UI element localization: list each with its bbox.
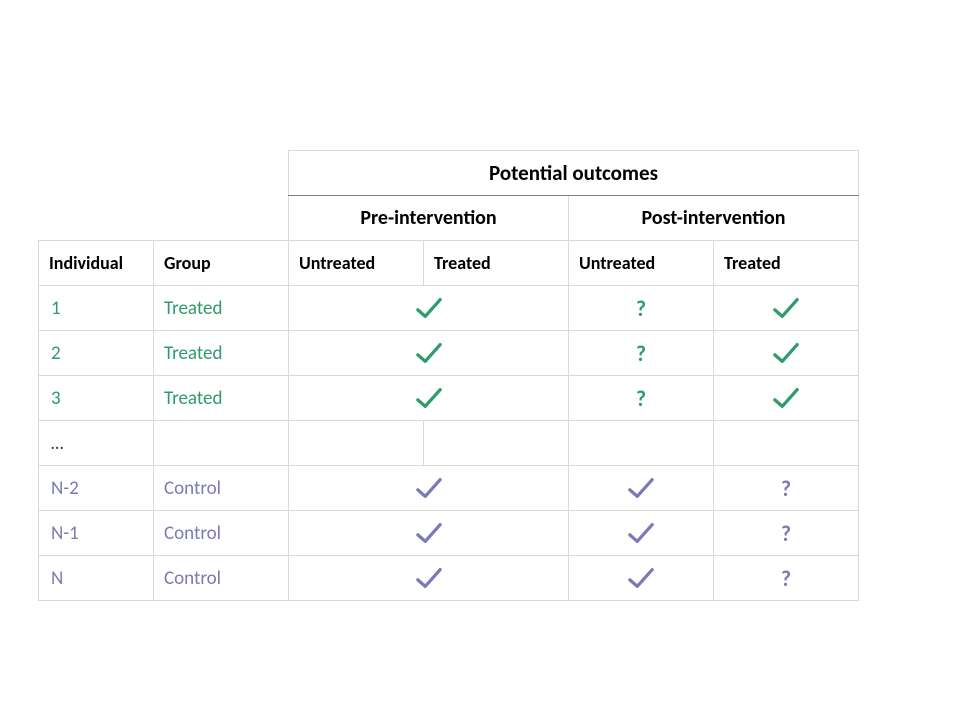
table-row: N-1Control? bbox=[39, 511, 859, 556]
cell-post-treated: ? bbox=[714, 556, 859, 601]
check-icon bbox=[771, 343, 801, 362]
cell-individual: 1 bbox=[39, 286, 154, 331]
check-icon bbox=[414, 343, 444, 362]
check-icon bbox=[771, 298, 801, 317]
cell-post-untreated bbox=[569, 511, 714, 556]
check-icon bbox=[414, 523, 444, 542]
col-post-untreated: Untreated bbox=[569, 241, 714, 286]
cell-group bbox=[154, 421, 289, 466]
cell-individual: N-2 bbox=[39, 466, 154, 511]
cell-pre-intervention bbox=[289, 466, 569, 511]
cell-individual: … bbox=[39, 421, 154, 466]
cell-individual: 3 bbox=[39, 376, 154, 421]
cell-post-untreated bbox=[569, 421, 714, 466]
cell-group: Treated bbox=[154, 376, 289, 421]
cell-post-untreated: ? bbox=[569, 331, 714, 376]
cell-individual: N bbox=[39, 556, 154, 601]
check-icon bbox=[414, 568, 444, 587]
cell-post-untreated bbox=[569, 466, 714, 511]
cell-pre-treated bbox=[424, 421, 569, 466]
cell-group: Control bbox=[154, 466, 289, 511]
cell-pre-intervention bbox=[289, 376, 569, 421]
cell-group: Treated bbox=[154, 286, 289, 331]
check-icon bbox=[771, 388, 801, 407]
check-icon bbox=[414, 478, 444, 497]
blank-cell bbox=[39, 151, 154, 196]
header-post-intervention: Post-intervention bbox=[569, 196, 859, 241]
blank-cell bbox=[154, 151, 289, 196]
table-row: … bbox=[39, 421, 859, 466]
cell-individual: N-1 bbox=[39, 511, 154, 556]
col-pre-treated: Treated bbox=[424, 241, 569, 286]
header-row-2: Pre-intervention Post-intervention bbox=[39, 196, 859, 241]
table-row: 2Treated? bbox=[39, 331, 859, 376]
cell-post-treated bbox=[714, 331, 859, 376]
cell-pre-intervention bbox=[289, 556, 569, 601]
cell-pre-intervention bbox=[289, 331, 569, 376]
cell-group: Treated bbox=[154, 331, 289, 376]
col-post-treated: Treated bbox=[714, 241, 859, 286]
header-pre-intervention: Pre-intervention bbox=[289, 196, 569, 241]
cell-post-untreated bbox=[569, 556, 714, 601]
potential-outcomes-table: Potential outcomes Pre-intervention Post… bbox=[38, 150, 859, 601]
col-pre-untreated: Untreated bbox=[289, 241, 424, 286]
check-icon bbox=[414, 388, 444, 407]
table-row: 3Treated? bbox=[39, 376, 859, 421]
potential-outcomes-table-wrap: Potential outcomes Pre-intervention Post… bbox=[38, 150, 858, 601]
cell-pre-intervention bbox=[289, 511, 569, 556]
cell-pre-untreated bbox=[289, 421, 424, 466]
header-potential-outcomes: Potential outcomes bbox=[289, 151, 859, 196]
cell-group: Control bbox=[154, 556, 289, 601]
table-row: N-2Control? bbox=[39, 466, 859, 511]
cell-post-untreated: ? bbox=[569, 286, 714, 331]
col-group: Group bbox=[154, 241, 289, 286]
cell-individual: 2 bbox=[39, 331, 154, 376]
cell-post-treated: ? bbox=[714, 466, 859, 511]
table-row: NControl? bbox=[39, 556, 859, 601]
column-header-row: Individual Group Untreated Treated Untre… bbox=[39, 241, 859, 286]
col-individual: Individual bbox=[39, 241, 154, 286]
check-icon bbox=[626, 478, 656, 497]
cell-group: Control bbox=[154, 511, 289, 556]
cell-post-treated: ? bbox=[714, 511, 859, 556]
table-row: 1Treated? bbox=[39, 286, 859, 331]
check-icon bbox=[626, 568, 656, 587]
blank-cell bbox=[154, 196, 289, 241]
cell-pre-intervention bbox=[289, 286, 569, 331]
header-row-1: Potential outcomes bbox=[39, 151, 859, 196]
cell-post-treated bbox=[714, 376, 859, 421]
check-icon bbox=[414, 298, 444, 317]
check-icon bbox=[626, 523, 656, 542]
cell-post-untreated: ? bbox=[569, 376, 714, 421]
cell-post-treated bbox=[714, 286, 859, 331]
cell-post-treated bbox=[714, 421, 859, 466]
blank-cell bbox=[39, 196, 154, 241]
